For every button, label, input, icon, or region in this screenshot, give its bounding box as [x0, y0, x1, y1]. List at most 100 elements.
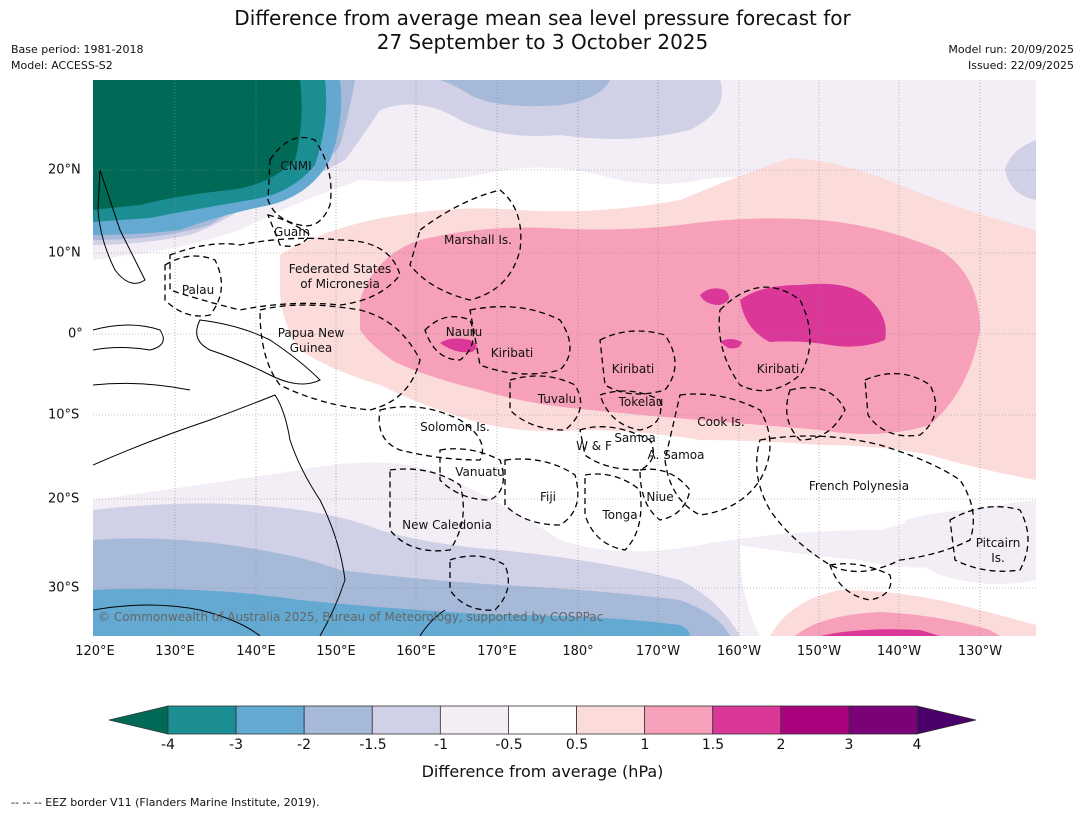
eez-fiji [504, 458, 579, 526]
model-run: Model run: 20/09/2025 [948, 43, 1074, 56]
lon-label: 160°W [716, 644, 762, 659]
eez-pitcairn [949, 506, 1029, 572]
label-png-1: Papua New [278, 326, 345, 340]
label-tuvalu: Tuvalu [537, 392, 577, 406]
eez-guam [266, 214, 311, 247]
lat-label: 20°N [48, 162, 81, 178]
issued-date: Issued: 22/09/2025 [967, 59, 1074, 72]
title-line-2: 27 September to 3 October 2025 [376, 30, 709, 54]
label-new-caledonia: New Caledonia [402, 518, 492, 532]
graticule [93, 80, 1036, 636]
colorbar-tick: 2 [776, 737, 786, 753]
eez-nauru [424, 316, 474, 361]
eez-kiribati-line-2 [786, 386, 846, 441]
label-cnmi: CNMI [280, 159, 311, 173]
colorbar-tick: -2 [297, 737, 311, 753]
colorbar-tick: 1 [640, 737, 650, 753]
label-palau: Palau [182, 283, 214, 297]
eez-vanuatu [439, 448, 504, 501]
colorbar-tick: 1.5 [701, 737, 725, 753]
contour-pos-15-nauru [440, 338, 477, 353]
contour-neg-2-south [93, 588, 690, 636]
lat-label: 10°N [48, 245, 81, 261]
contour-pos-1-se [795, 612, 1000, 636]
label-fsm-2: of Micronesia [300, 277, 380, 291]
label-png-2: Guinea [290, 341, 333, 355]
label-tonga: Tonga [601, 508, 637, 522]
eez-marshall [409, 189, 522, 301]
lon-label: 140°E [236, 644, 276, 659]
colorbar-tick: 3 [844, 737, 854, 753]
new-zealand-coast [419, 609, 446, 636]
lat-label: 20°S [48, 491, 80, 507]
label-marshall: Marshall Is. [444, 233, 512, 247]
contour-pos-15-small-2 [720, 339, 742, 349]
eez-tokelau [599, 390, 662, 431]
label-american-samoa: A. Samoa [648, 448, 705, 462]
eez-newcal [389, 468, 464, 552]
label-kiribati-line: Kiribati [757, 362, 799, 376]
lon-label: 130°W [957, 644, 1003, 659]
contour-neg-4 [93, 80, 302, 210]
colorbar-tick: -0.5 [495, 737, 523, 753]
eez-kiribati-phoenix [599, 330, 676, 395]
contour-neg-05-se [905, 508, 1036, 584]
lon-label: 180° [562, 644, 594, 659]
eez-solomon [378, 406, 484, 461]
label-samoa: Samoa [614, 431, 655, 445]
colorbar-tick: -1 [434, 737, 448, 753]
base-period: Base period: 1981-2018 [11, 43, 144, 56]
colorbar-tick: -1.5 [359, 737, 387, 753]
contour-pos-15-se [820, 629, 940, 636]
label-french-polynesia: French Polynesia [809, 479, 909, 493]
colorbar-tick: -4 [161, 737, 175, 753]
label-pitcairn-2: Is. [991, 551, 1005, 565]
eez-samoa [579, 426, 654, 471]
lat-label: 30°S [48, 580, 80, 596]
colorbar-tick: -3 [229, 737, 243, 753]
colorbar-label: Difference from average (hPa) [421, 762, 664, 781]
coastlines [93, 169, 446, 636]
label-fiji: Fiji [540, 490, 556, 504]
lon-label: 150°E [316, 644, 356, 659]
eez-frpoly-north [864, 372, 937, 437]
eez-borders [164, 136, 1029, 611]
label-niue: Niue [646, 490, 673, 504]
anomaly-fields [93, 80, 1036, 636]
meta-right: Model run: 20/09/2025 Issued: 22/09/2025 [948, 42, 1074, 74]
label-nauru: Nauru [446, 325, 482, 339]
meta-left: Base period: 1981-2018 Model: ACCESS-S2 [11, 42, 143, 74]
eez-kiribati-line [718, 286, 811, 392]
eez-tuvalu [509, 375, 582, 431]
eez-cook [664, 393, 771, 516]
colorbar-tick: 0.5 [565, 737, 589, 753]
colorbar-tick: 4 [912, 737, 922, 753]
contour-pos-15-main [740, 283, 886, 347]
place-labels: CNMI Guam Marshall Is. Federated States … [182, 159, 1020, 565]
label-kiribati-phoenix: Kiribati [612, 362, 654, 376]
label-pitcairn-1: Pitcairn [976, 536, 1021, 550]
eez-frpoly-south [829, 563, 892, 601]
lat-label: 10°S [48, 407, 80, 423]
lon-label: 140°W [876, 644, 922, 659]
eez-footnote: -- -- -- EEZ border V11 (Flanders Marine… [11, 796, 320, 809]
philippines-coast [97, 169, 146, 284]
lat-label: 0° [68, 326, 83, 342]
eez-palau [164, 255, 222, 317]
model-name: Model: ACCESS-S2 [11, 59, 113, 72]
label-solomon: Solomon Is. [420, 420, 490, 434]
contour-pos-15-small-1 [700, 288, 729, 305]
map-title: Difference from average mean sea level p… [0, 6, 1085, 54]
lon-label: 130°E [155, 644, 195, 659]
copyright-notice: © Commonwealth of Australia 2025, Bureau… [98, 610, 603, 624]
lon-label: 170°E [477, 644, 517, 659]
lon-label: 170°W [635, 644, 681, 659]
label-fsm-1: Federated States [289, 262, 391, 276]
eez-norfolk [449, 555, 509, 611]
eez-kiribati-west [469, 306, 571, 375]
contour-pos-1 [360, 218, 980, 434]
eez-cnmi [267, 136, 332, 227]
australia-coast [93, 394, 346, 636]
label-kiribati-west: Kiribati [491, 346, 533, 360]
